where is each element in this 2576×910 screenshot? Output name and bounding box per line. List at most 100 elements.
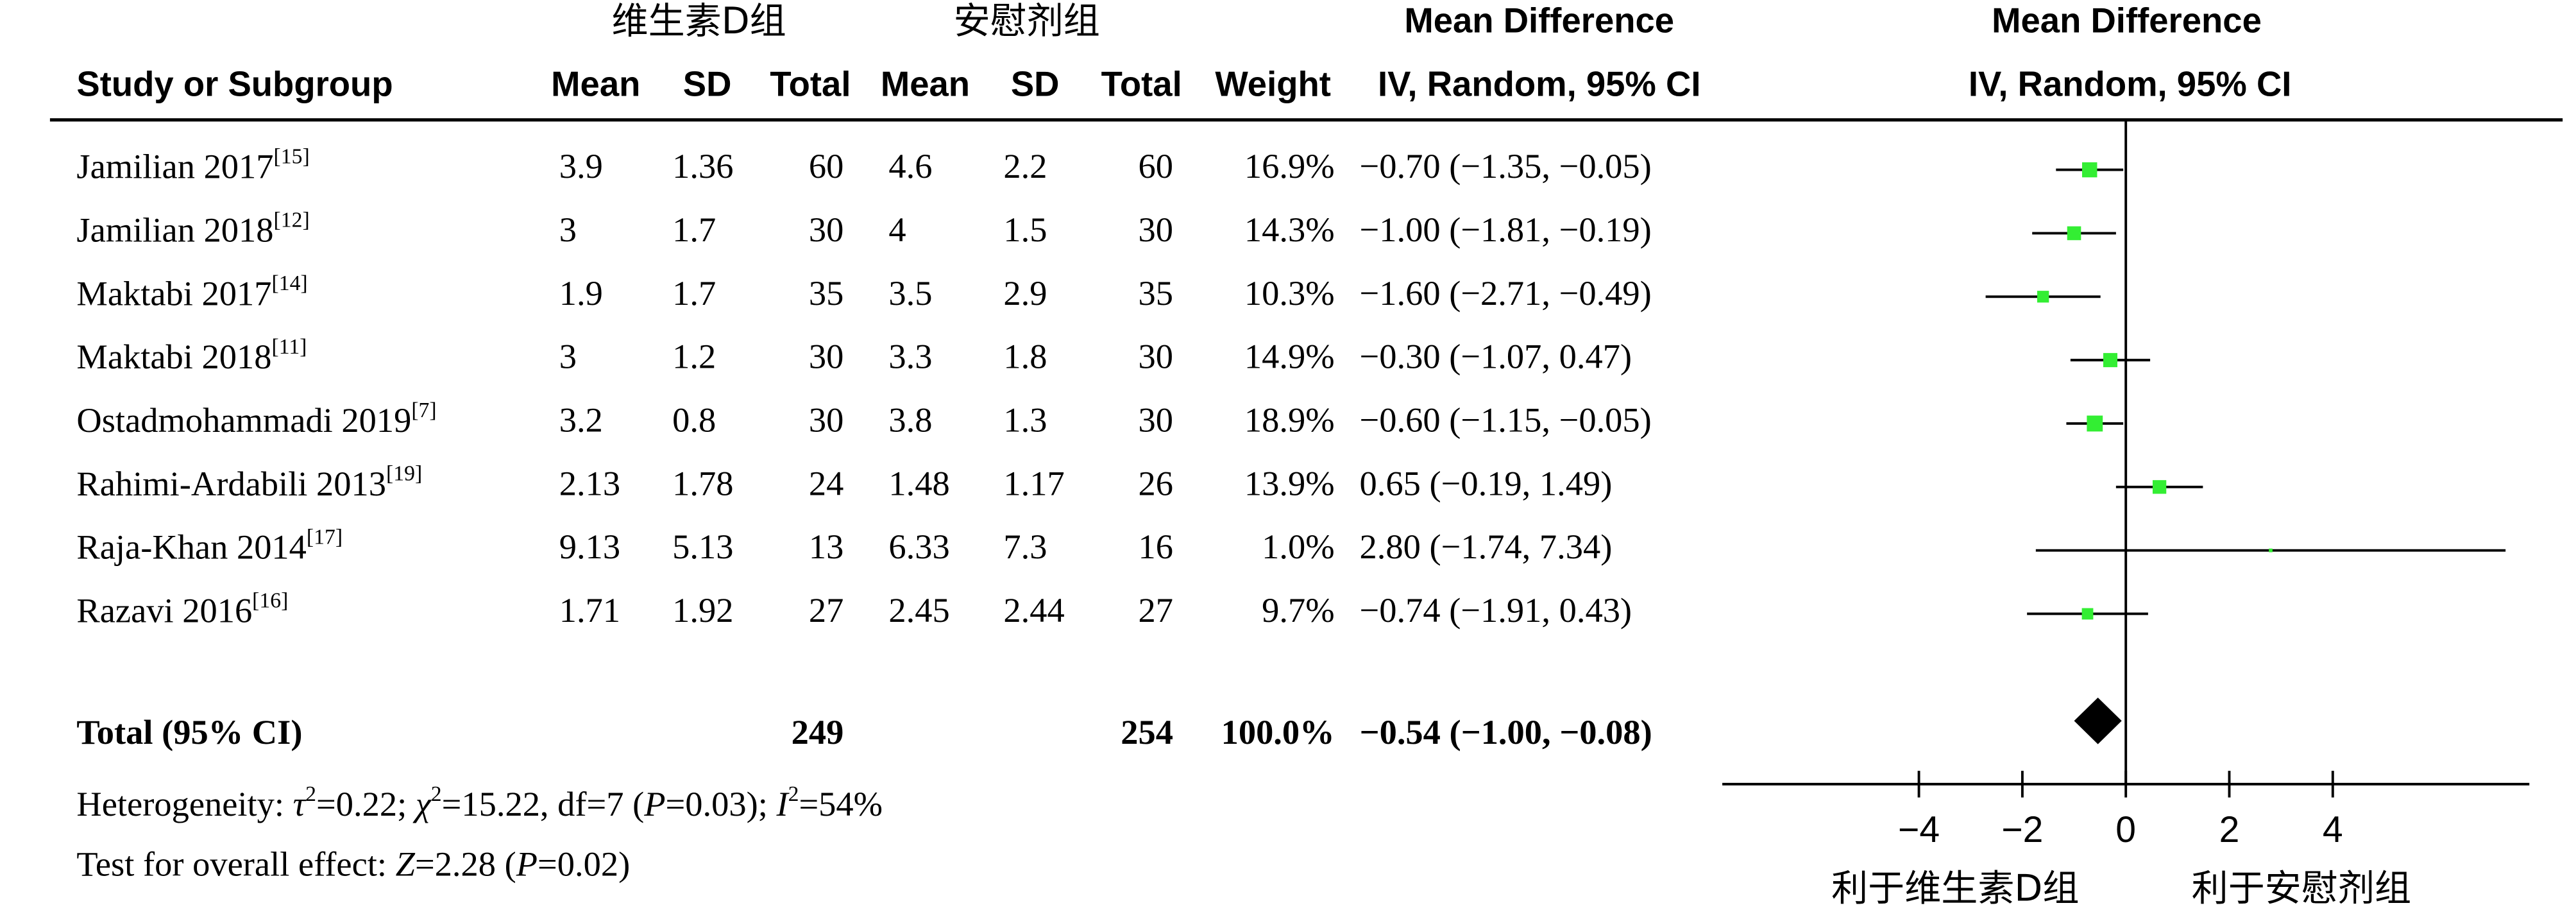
cell: 30 xyxy=(809,400,843,439)
plot-header: IV, Random, 95% CI xyxy=(1969,64,2291,103)
study-label: Razavi 2016 xyxy=(76,590,252,630)
study-label: Jamilian 2017 xyxy=(76,146,273,185)
total-name: Total (95% CI) xyxy=(76,712,302,751)
study-label: Maktabi 2018 xyxy=(76,337,271,376)
total-cell: 254 xyxy=(1121,712,1173,751)
cell: 3 xyxy=(559,210,577,249)
cell: 5.13 xyxy=(672,527,733,566)
total-weight: 100.0% xyxy=(1221,712,1335,751)
column-header: SD xyxy=(1011,64,1060,103)
study-label: Raja-Khan 2014 xyxy=(76,527,306,566)
study-label: Ostadmohammadi 2019 xyxy=(76,400,411,439)
cell: 2.2 xyxy=(1003,146,1047,185)
cell: 1.7 xyxy=(672,210,716,249)
effect-marker xyxy=(2082,162,2097,178)
weight: 16.9% xyxy=(1244,146,1335,185)
cell: 1.78 xyxy=(672,463,733,502)
cell: 3 xyxy=(559,337,577,376)
cell: 9.13 xyxy=(559,527,620,566)
effect-header: IV, Random, 95% CI xyxy=(1378,64,1701,103)
cell: 1.7 xyxy=(672,273,716,313)
cell: 35 xyxy=(809,273,843,313)
study-name: Jamilian 2018[12] xyxy=(76,208,309,249)
cell: 30 xyxy=(809,337,843,376)
total-effect: −0.54 (−1.00, −0.08) xyxy=(1360,712,1652,751)
effect-marker xyxy=(2103,353,2118,368)
effect: −0.70 (−1.35, −0.05) xyxy=(1360,146,1652,185)
cell: 1.48 xyxy=(888,463,949,502)
cell: 1.71 xyxy=(559,590,620,630)
study-name: Razavi 2016[16] xyxy=(76,588,288,630)
study-name: Jamilian 2017[15] xyxy=(76,144,309,185)
heterogeneity: Heterogeneity: τ2=0.22; χ2=15.22, df=7 (… xyxy=(76,782,883,823)
column-header: Mean xyxy=(551,64,640,103)
x-axis-label: 利于维生素D组 xyxy=(1831,868,2079,910)
effect-marker xyxy=(2067,226,2081,241)
x-tick-label: −4 xyxy=(1898,809,1940,850)
weight: 13.9% xyxy=(1244,463,1335,502)
study-ref: [14] xyxy=(271,271,307,295)
effect-header: Mean Difference xyxy=(1404,1,1674,40)
cell: 7.3 xyxy=(1003,527,1047,566)
cell: 1.9 xyxy=(559,273,603,313)
cell: 30 xyxy=(1139,210,1173,249)
cell: 27 xyxy=(1139,590,1173,630)
effect: 0.65 (−0.19, 1.49) xyxy=(1360,463,1613,502)
study-ref: [17] xyxy=(307,525,343,549)
effect: −0.74 (−1.91, 0.43) xyxy=(1360,590,1632,630)
x-axis-label: 利于安慰剂组 xyxy=(2192,868,2411,910)
study-ref: [11] xyxy=(271,335,307,359)
cell: 3.2 xyxy=(559,400,603,439)
effect-marker xyxy=(2037,291,2049,303)
cell: 1.36 xyxy=(672,146,733,185)
x-tick-label: 0 xyxy=(2115,809,2136,850)
study-ref: [15] xyxy=(274,144,310,168)
cell: 60 xyxy=(809,146,843,185)
weight: 9.7% xyxy=(1262,590,1334,630)
x-tick-label: 2 xyxy=(2219,809,2240,850)
cell: 2.9 xyxy=(1003,273,1047,313)
column-header: Total xyxy=(770,64,851,103)
overall-effect: Test for overall effect: Z=2.28 (P=0.02) xyxy=(76,844,630,883)
cell: 2.44 xyxy=(1003,590,1064,630)
cell: 1.5 xyxy=(1003,210,1047,249)
column-header: Total xyxy=(1101,64,1182,103)
effect: −0.30 (−1.07, 0.47) xyxy=(1360,337,1632,376)
x-tick-label: 4 xyxy=(2323,809,2343,850)
cell: 16 xyxy=(1139,527,1173,566)
cell: 27 xyxy=(809,590,843,630)
cell: 1.17 xyxy=(1003,463,1064,502)
cell: 3.3 xyxy=(888,337,932,376)
cell: 2.13 xyxy=(559,463,620,502)
plot-header: Mean Difference xyxy=(1992,1,2262,40)
cell: 0.8 xyxy=(672,400,716,439)
cell: 1.8 xyxy=(1003,337,1047,376)
effect-marker xyxy=(2269,548,2273,553)
x-tick-label: −2 xyxy=(2001,809,2043,850)
effect-marker xyxy=(2152,480,2167,494)
weight: 18.9% xyxy=(1244,400,1335,439)
total-cell: 249 xyxy=(792,712,844,751)
cell: 60 xyxy=(1139,146,1173,185)
cell: 3.9 xyxy=(559,146,603,185)
cell: 3.5 xyxy=(888,273,932,313)
study-ref: [7] xyxy=(411,399,436,422)
cell: 30 xyxy=(809,210,843,249)
summary-diamond xyxy=(2074,697,2122,744)
weight: 14.3% xyxy=(1244,210,1335,249)
cell: 30 xyxy=(1139,400,1173,439)
group-label: 安慰剂组 xyxy=(954,0,1100,42)
effect-marker xyxy=(2087,415,2103,432)
cell: 35 xyxy=(1139,273,1173,313)
cell: 24 xyxy=(809,463,843,502)
cell: 13 xyxy=(809,527,843,566)
group-label: 维生素D组 xyxy=(612,0,786,42)
column-header: Mean xyxy=(881,64,970,103)
cell: 1.3 xyxy=(1003,400,1047,439)
weight: 10.3% xyxy=(1244,273,1335,313)
column-header: Weight xyxy=(1215,64,1331,103)
study-name: Maktabi 2017[14] xyxy=(76,271,307,313)
study-ref: [16] xyxy=(252,588,288,612)
study-label: Rahimi-Ardabili 2013 xyxy=(76,463,386,502)
cell: 30 xyxy=(1139,337,1173,376)
